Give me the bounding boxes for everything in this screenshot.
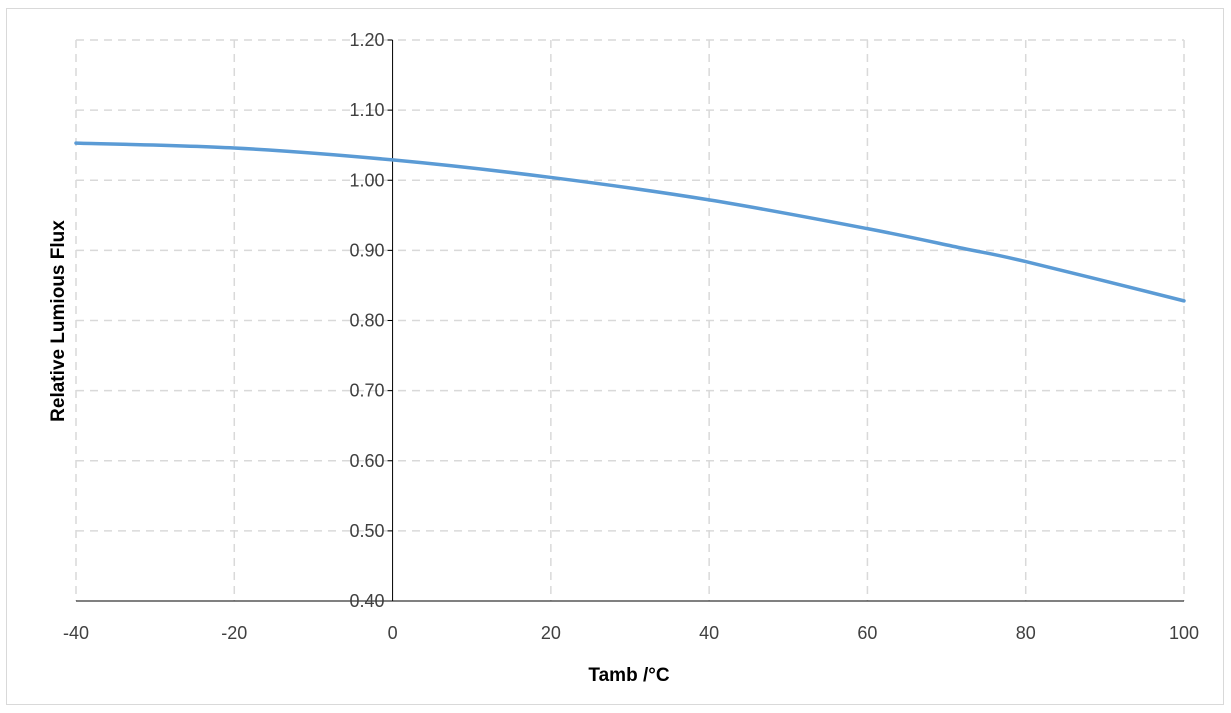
x-tick-label-1: -20 bbox=[221, 623, 247, 643]
x-tick-label-2: 0 bbox=[388, 623, 398, 643]
y-tick-label-4: 0.80 bbox=[350, 311, 385, 331]
y-tick-label-0: 0.40 bbox=[350, 591, 385, 611]
axes bbox=[76, 39, 1184, 602]
y-tick-label-8: 1.20 bbox=[350, 30, 385, 50]
tick-labels: 0.40 0.50 0.60 0.70 0.80 0.90 1.00 1.10 1.20 -40 -… bbox=[63, 30, 1199, 643]
y-tick-label-3: 0.70 bbox=[350, 381, 385, 401]
x-tick-label-6: 80 bbox=[1016, 623, 1036, 643]
x-tick-label-4: 40 bbox=[699, 623, 719, 643]
series-line-0 bbox=[74, 141, 1186, 303]
x-tick-label-0: -40 bbox=[63, 623, 89, 643]
chart-frame bbox=[6, 8, 1224, 705]
x-tick-label-5: 60 bbox=[857, 623, 877, 643]
y-tick-label-5: 0.90 bbox=[350, 240, 385, 260]
y-tick-label-1: 0.50 bbox=[350, 521, 385, 541]
y-tick-label-2: 0.60 bbox=[350, 451, 385, 471]
x-tick-label-7: 100 bbox=[1169, 623, 1199, 643]
series-layer bbox=[74, 141, 1186, 303]
y-axis-title: Relative Lumious Flux bbox=[48, 220, 69, 422]
x-axis-title: Tamb /°C bbox=[588, 665, 669, 686]
grid-lines bbox=[75, 39, 1185, 601]
x-tick-label-3: 20 bbox=[541, 623, 561, 643]
y-tick-label-6: 1.00 bbox=[350, 170, 385, 190]
y-tick-label-7: 1.10 bbox=[350, 100, 385, 120]
